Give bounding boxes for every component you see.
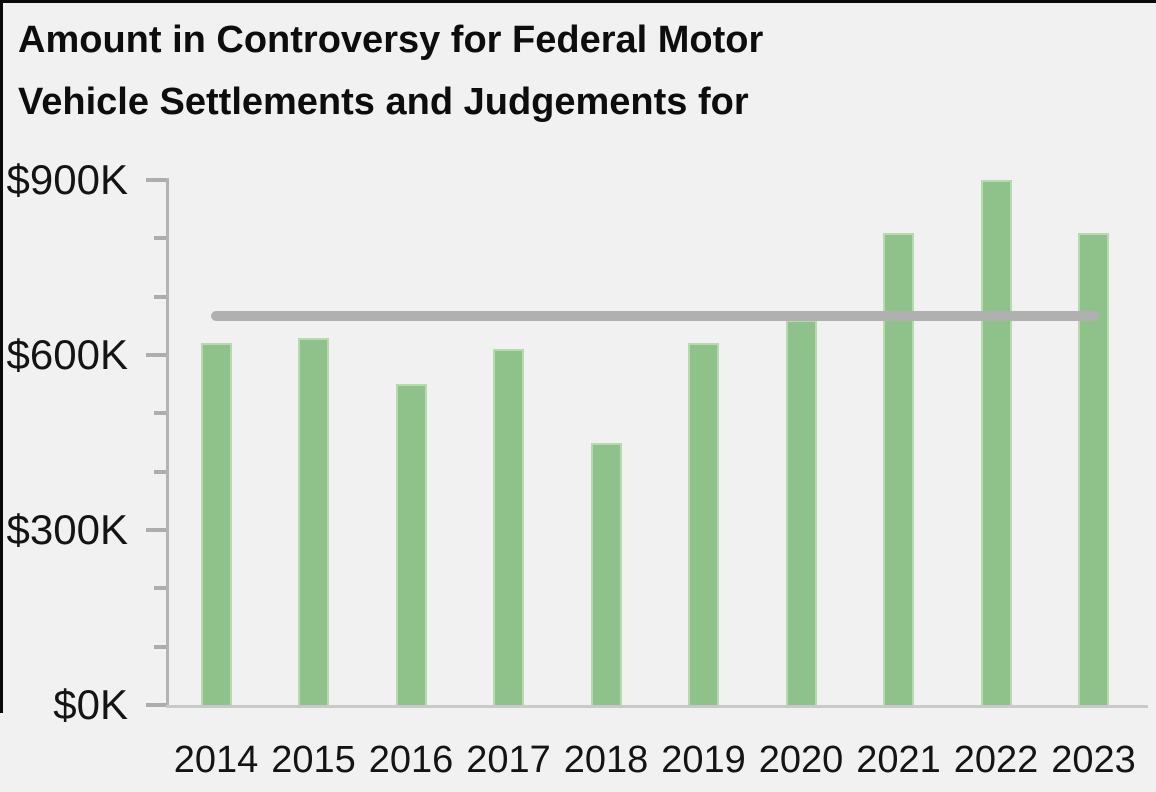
x-axis-label-2014: 2014: [173, 739, 259, 781]
y-axis-tick-label-300k: $300K: [6, 506, 128, 553]
y-axis-tick-minor-500k: [154, 411, 166, 415]
chart-title-line2: Vehicle Settlements and Judgements for: [18, 81, 749, 123]
crop-border-top: [0, 0, 1156, 3]
x-axis-label-2019: 2019: [661, 739, 746, 781]
bar-2015: [298, 337, 329, 705]
y-axis-tick-minor-100k: [154, 645, 166, 649]
y-axis-tick-minor-700k: [154, 295, 166, 299]
y-axis-tick-label-600k: $600K: [6, 331, 128, 378]
x-axis-label-2016: 2016: [368, 739, 454, 781]
bar-2018: [590, 442, 622, 705]
x-axis-label-2023: 2023: [1051, 739, 1136, 781]
x-axis-label-2018: 2018: [563, 739, 649, 781]
x-axis-label-2021: 2021: [856, 739, 941, 781]
x-axis-label-2017: 2017: [466, 739, 551, 781]
chart-title: Amount in Controversy for Federal Motor V…: [18, 9, 763, 133]
y-axis-tick-minor-800k: [154, 236, 166, 240]
bar-2017: [493, 349, 524, 705]
y-axis-tick-label-900k: $900K: [6, 156, 128, 203]
y-axis-tick-major-900k: [146, 178, 166, 182]
y-axis-tick-major-600k: [146, 353, 166, 357]
bar-2014: [200, 343, 232, 705]
y-axis-tick-major-300k: [146, 528, 166, 532]
crop-border-left: [0, 0, 3, 713]
chart-title-line1: Amount in Controversy for Federal Motor: [18, 19, 764, 61]
bar-2022: [980, 180, 1012, 705]
bar-2016: [395, 384, 427, 705]
x-axis-label-2020: 2020: [758, 739, 844, 781]
y-axis-tick-minor-400k: [154, 470, 166, 474]
bar-2021: [883, 232, 914, 705]
average-reference-line: [211, 310, 1099, 321]
bar-2019: [688, 343, 719, 705]
y-axis-tick-major-0k: [146, 703, 166, 707]
y-axis-line: [166, 178, 169, 708]
x-axis-label-2022: 2022: [953, 739, 1039, 781]
x-axis-line: [166, 705, 1148, 708]
bar-2020: [785, 320, 817, 705]
bar-2023: [1078, 232, 1109, 705]
x-axis-label-2015: 2015: [271, 739, 356, 781]
y-axis-tick-label-0k: $0K: [53, 681, 128, 728]
y-axis-tick-minor-200k: [154, 586, 166, 590]
